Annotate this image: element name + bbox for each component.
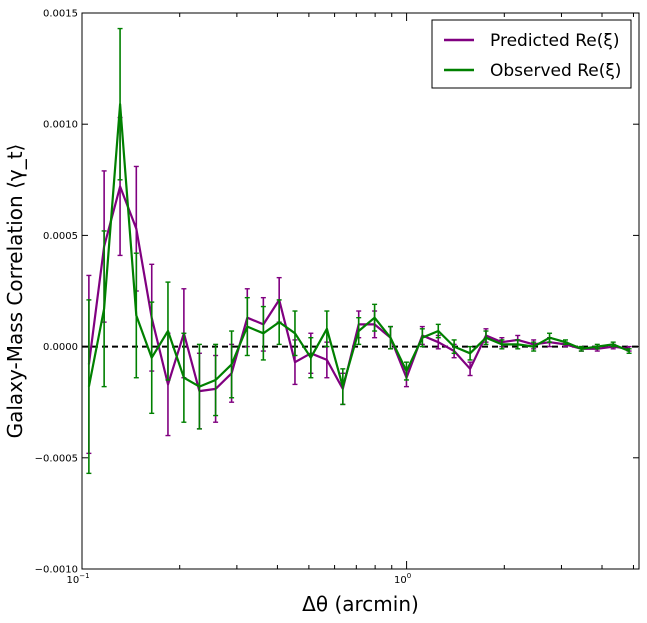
legend-label: Predicted Re(ξ)	[490, 31, 619, 51]
y-axis-label: Galaxy-Mass Correlation ⟨γ_t⟩	[3, 144, 27, 439]
series-line	[87, 185, 630, 393]
series-layer	[82, 27, 639, 475]
y-tick-label: 0.0010	[43, 120, 78, 131]
y-tick-label: 0.0005	[43, 231, 78, 242]
legend: Predicted Re(ξ) Observed Re(ξ)	[431, 19, 632, 89]
x-tick-label: 100	[394, 572, 411, 586]
tick-layer: −0.0010 −0.0005 0.0000 0.0005 0.0010 0.0015 10…	[35, 9, 639, 586]
plot-frame	[81, 12, 640, 570]
x-tick-exponent: 0	[407, 572, 411, 580]
y-tick-label: 0.0000	[43, 342, 78, 353]
y-tick-label: −0.0005	[35, 453, 78, 464]
x-axis-label: Δθ (arcmin)	[302, 592, 419, 616]
y-tick-label: 0.0015	[43, 9, 78, 20]
x-tick-exponent: −1	[79, 572, 89, 580]
y-tick-label: −0.0010	[35, 565, 78, 576]
series-line	[87, 103, 630, 388]
series-1	[86, 27, 632, 475]
legend-box	[431, 19, 632, 89]
x-tick-label: 10−1	[66, 572, 89, 586]
legend-label: Observed Re(ξ)	[490, 61, 621, 81]
